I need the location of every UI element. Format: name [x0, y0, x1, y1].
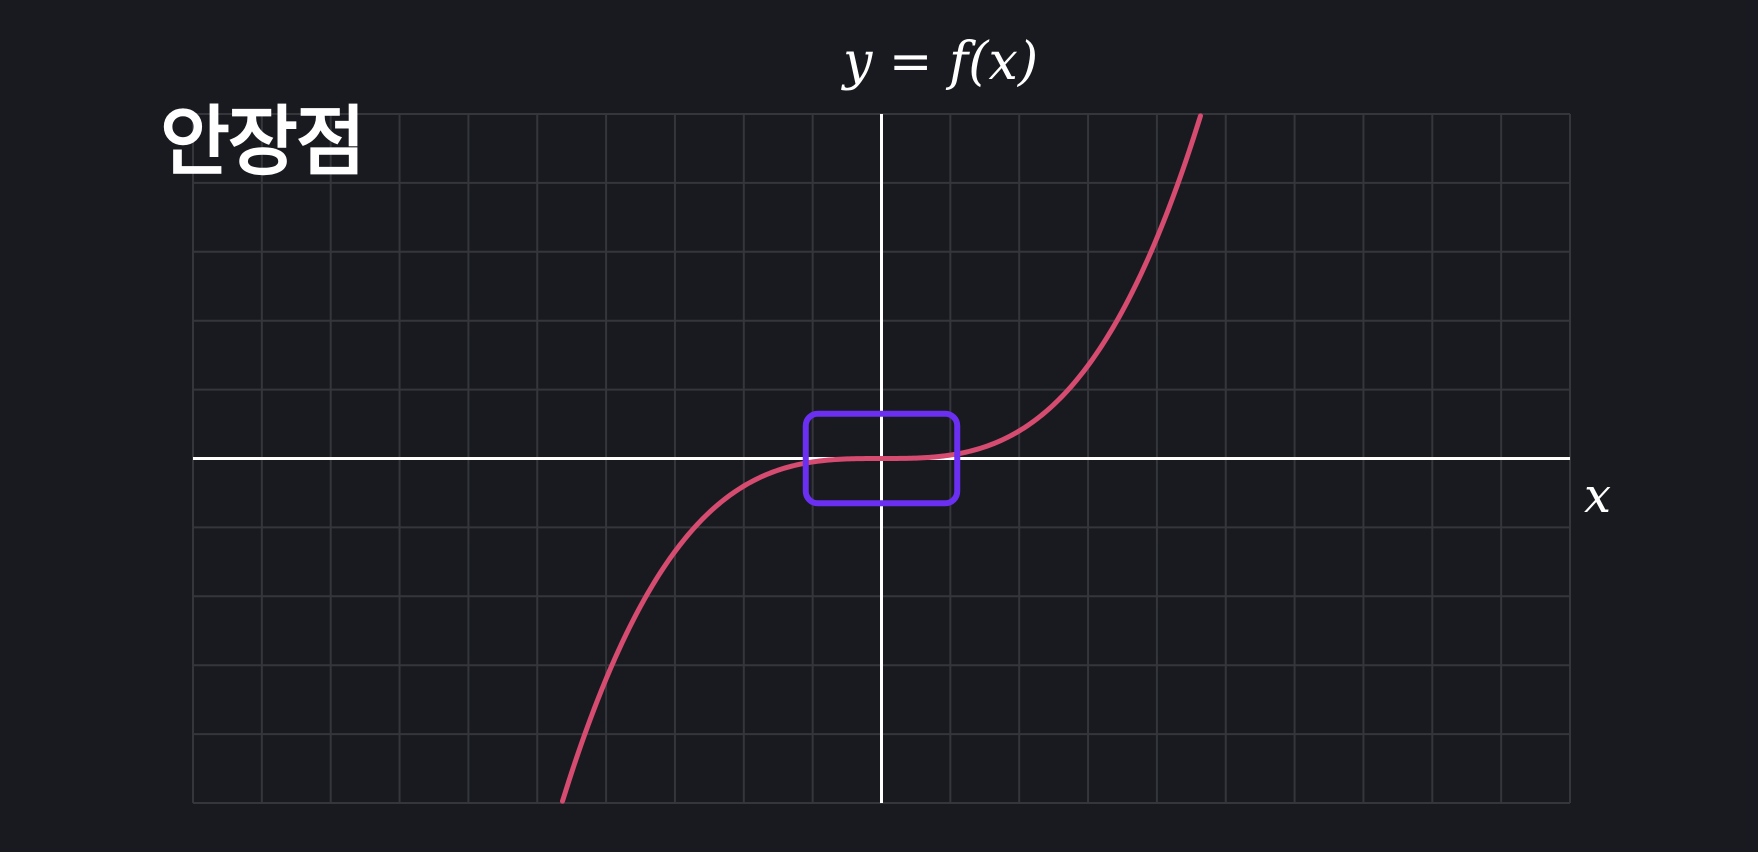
saddle-point-highlight: [802, 410, 961, 507]
highlight-layer: [802, 410, 961, 507]
function-formula: y = f(x): [843, 32, 1039, 92]
page-title: 안장점: [160, 97, 366, 186]
curve-layer: [559, 113, 1204, 804]
function-curve: [559, 113, 1204, 804]
x-axis-label: x: [1584, 468, 1612, 524]
